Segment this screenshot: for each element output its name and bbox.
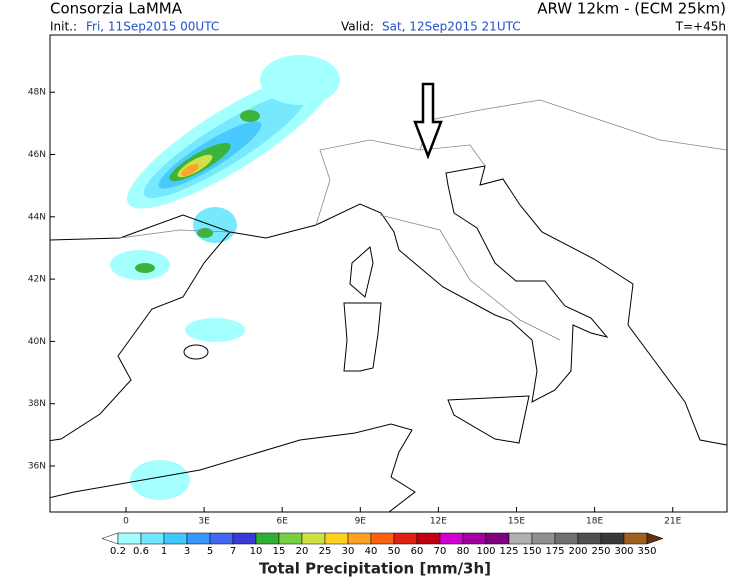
colorbar-label: 150 xyxy=(522,546,541,557)
colorbar-label: 60 xyxy=(411,546,424,557)
colorbar-box xyxy=(485,532,510,545)
coastline xyxy=(50,423,416,512)
colorbar-box xyxy=(600,532,625,545)
colorbar-label: 125 xyxy=(499,546,518,557)
lat-label: 46N xyxy=(28,150,46,160)
colorbar-box xyxy=(324,532,349,545)
colorbar-label: 0.2 xyxy=(110,546,126,557)
colorbar-label: 50 xyxy=(388,546,401,557)
lon-label: 0 xyxy=(123,517,129,527)
sicily xyxy=(447,395,530,444)
lon-label: 15E xyxy=(508,517,525,527)
colorbar-label: 15 xyxy=(273,546,286,557)
colorbar-box xyxy=(140,532,165,545)
colorbar-label: 70 xyxy=(434,546,447,557)
colorbar-label: 175 xyxy=(545,546,564,557)
lon-label: 9E xyxy=(355,517,367,527)
colorbar-box xyxy=(232,532,257,545)
colorbar-label: 1 xyxy=(161,546,167,557)
init-label: Init.: xyxy=(50,20,77,34)
colorbar-box xyxy=(508,532,533,545)
colorbar-box xyxy=(462,532,487,545)
valid-label: Valid: xyxy=(341,20,374,34)
lat-label: 38N xyxy=(28,399,46,409)
lon-label: 3E xyxy=(198,517,210,527)
borders xyxy=(119,99,727,341)
colorbar-label: 3 xyxy=(184,546,190,557)
lon-label: 18E xyxy=(586,517,603,527)
lat-label: 48N xyxy=(28,88,46,98)
arrow xyxy=(413,82,443,160)
colorbar-label: 250 xyxy=(591,546,610,557)
precipitation xyxy=(110,55,340,500)
colorbar-box xyxy=(301,532,326,545)
colorbar-box xyxy=(577,532,602,545)
valid-value: Sat, 12Sep2015 21UTC xyxy=(382,20,521,34)
colorbar-label: 30 xyxy=(342,546,355,557)
colorbar-box xyxy=(531,532,556,545)
lat-label: 42N xyxy=(28,275,46,285)
colorbar-title: Total Precipitation [mm/3h] xyxy=(259,560,491,578)
colorbar-box xyxy=(370,532,395,545)
lon-label: 12E xyxy=(430,517,447,527)
colorbar-box xyxy=(439,532,464,545)
colorbar-label: 7 xyxy=(230,546,236,557)
colorbar-label: 80 xyxy=(457,546,470,557)
colorbar-box xyxy=(554,532,579,545)
colorbar-label: 350 xyxy=(637,546,656,557)
colorbar-label: 200 xyxy=(568,546,587,557)
init-value: Fri, 11Sep2015 00UTC xyxy=(86,20,219,34)
title: Consorzia LaMMA xyxy=(50,0,183,18)
colorbar-box xyxy=(255,532,280,545)
colorbar-box xyxy=(117,532,142,545)
colorbar-cap xyxy=(101,532,119,545)
lat-label: 40N xyxy=(28,337,46,347)
map-frame xyxy=(49,34,728,513)
lon-label: 21E xyxy=(664,517,681,527)
colorbar-label: 300 xyxy=(614,546,633,557)
lat-label: 44N xyxy=(28,212,46,222)
mallorca xyxy=(183,344,209,360)
colorbar: 0.2 0.6 1 3 5 7 10 15 20 25 30 40 50 60 70 80 100 125 150 1… xyxy=(101,532,664,557)
colorbar-box xyxy=(393,532,418,545)
colorbar-box xyxy=(623,532,648,545)
colorbar-cap xyxy=(646,532,664,545)
sardinia xyxy=(343,302,382,372)
colorbar-box xyxy=(278,532,303,545)
lon-label: 6E xyxy=(276,517,288,527)
lead-time: T=+45h xyxy=(675,20,726,34)
colorbar-label: 20 xyxy=(296,546,309,557)
map-area xyxy=(49,34,728,513)
colorbar-box xyxy=(163,532,188,545)
coastline xyxy=(50,165,727,446)
colorbar-label: 100 xyxy=(476,546,495,557)
colorbar-box xyxy=(347,532,372,545)
coastline xyxy=(50,231,231,442)
colorbar-label: 5 xyxy=(207,546,213,557)
colorbar-label: 10 xyxy=(250,546,263,557)
axes: 36N 38N 40N 42N 44N 46N 48N 0 3E 6E 9E 12E 15E 18E 21E xyxy=(28,88,682,527)
colorbar-label: 25 xyxy=(319,546,332,557)
colorbar-box xyxy=(186,532,211,545)
corsica xyxy=(349,246,374,298)
colorbar-box xyxy=(209,532,234,545)
colorbar-box xyxy=(416,532,441,545)
lat-label: 36N xyxy=(28,462,46,472)
colorbar-label: 40 xyxy=(365,546,378,557)
colorbar-label: 0.6 xyxy=(133,546,149,557)
model-title: ARW 12km - (ECM 25km) xyxy=(537,0,726,18)
